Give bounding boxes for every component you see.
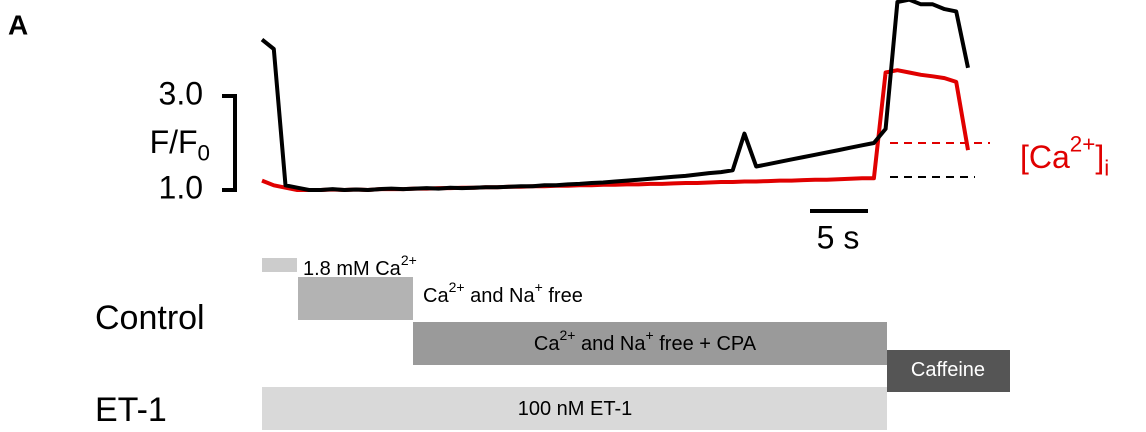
rich-text: 1.8 mM Ca2+ — [303, 252, 417, 281]
rich-text: 100 nM ET-1 — [518, 398, 633, 420]
rich-text: Ca2+ and Na+ free — [423, 279, 583, 308]
protocol-bar — [262, 258, 297, 272]
text-part: 2+ — [401, 252, 417, 268]
text-part: i — [1104, 156, 1109, 181]
text-part: 0 — [198, 141, 210, 166]
rich-text: Ca2+ and Na+ free + CPA — [534, 327, 757, 356]
row-label: ET-1 — [95, 391, 167, 429]
text-part: ] — [1095, 139, 1104, 175]
text-part: Ca — [534, 333, 560, 355]
time-scale-label: 5 s — [817, 219, 860, 255]
text-part: Caffeine — [911, 359, 985, 381]
protocol-bar — [298, 277, 413, 320]
row-label: Control — [95, 299, 205, 337]
panel-label: A — [8, 9, 28, 40]
text-part: + — [535, 279, 543, 295]
text-part: 2+ — [449, 279, 465, 295]
protocol-bar — [887, 350, 1010, 392]
text-part: [Ca — [1020, 139, 1070, 175]
trace — [261, 68, 970, 192]
protocol-bar — [262, 387, 887, 430]
text-part: 1.8 mM Ca — [303, 258, 402, 280]
rich-text: [Ca2+]i — [1020, 132, 1109, 181]
text-part: free — [543, 285, 583, 307]
trace — [260, 0, 970, 192]
text-part: and Na — [465, 285, 536, 307]
text-part: 2+ — [1070, 132, 1096, 157]
text-part: + — [645, 327, 653, 343]
text-part: free + CPA — [654, 333, 757, 355]
rich-text: Caffeine — [911, 359, 985, 381]
rich-text: F/F0 — [150, 124, 210, 165]
text-part: 2+ — [559, 327, 575, 343]
text-part: and Na — [575, 333, 646, 355]
text-part: 100 nM ET-1 — [518, 398, 633, 420]
protocol-bar — [413, 322, 887, 365]
y-tick-label: 1.0 — [159, 169, 203, 205]
text-part: F/F — [150, 124, 198, 160]
y-tick-label: 3.0 — [159, 75, 203, 111]
text-part: Ca — [423, 285, 449, 307]
